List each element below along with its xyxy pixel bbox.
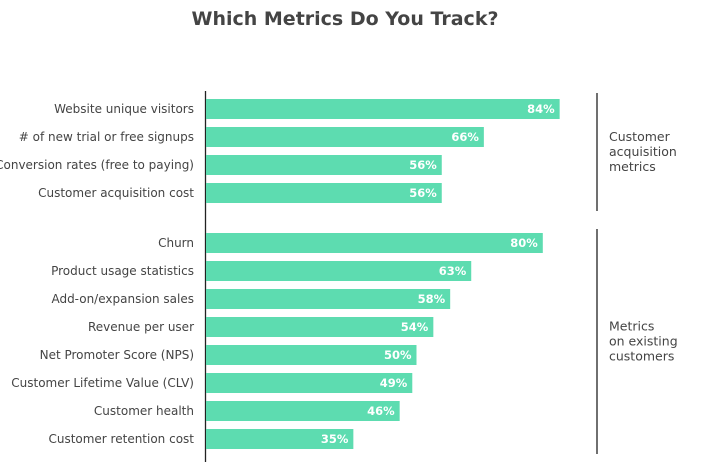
category-label: Customer acquisition cost: [38, 186, 194, 200]
group-label: metrics: [609, 159, 656, 174]
bar: [206, 289, 451, 309]
value-label: 84%: [527, 102, 555, 116]
value-label: 58%: [418, 292, 446, 306]
category-label: # of new trial or free signups: [19, 130, 194, 144]
category-label: Revenue per user: [88, 320, 194, 334]
value-label: 49%: [380, 376, 408, 390]
value-label: 80%: [510, 236, 538, 250]
category-label: Add-on/expansion sales: [51, 292, 194, 306]
plot-area: Website unique visitors 84% # of new trial…: [0, 93, 678, 454]
value-label: 54%: [401, 320, 429, 334]
bar: [206, 429, 354, 449]
category-label: Website unique visitors: [54, 102, 194, 116]
value-label: 56%: [409, 158, 437, 172]
value-label: 35%: [321, 432, 349, 446]
value-label: 66%: [451, 130, 479, 144]
group-label: Customer: [609, 129, 671, 144]
chart-title: Which Metrics Do You Track?: [192, 8, 499, 30]
group-label: customers: [609, 349, 674, 364]
bar: [206, 317, 434, 337]
bar: [206, 261, 472, 281]
value-label: 63%: [439, 264, 467, 278]
bar: [206, 183, 442, 203]
category-label: Conversion rates (free to paying): [0, 158, 194, 172]
category-label: Churn: [158, 236, 194, 250]
bar: [206, 127, 484, 147]
bar: [206, 155, 442, 175]
bar: [206, 99, 560, 119]
category-label: Customer health: [94, 404, 194, 418]
bar: [206, 233, 543, 253]
bar: [206, 373, 413, 393]
group-label: acquisition: [609, 144, 677, 159]
category-label: Product usage statistics: [51, 264, 194, 278]
group-label: Metrics: [609, 319, 654, 334]
value-label: 46%: [367, 404, 395, 418]
category-label: Customer retention cost: [48, 432, 194, 446]
bar: [206, 345, 417, 365]
category-label: Net Promoter Score (NPS): [40, 348, 194, 362]
group-label: on existing: [609, 334, 678, 349]
bar: [206, 401, 400, 421]
category-label: Customer Lifetime Value (CLV): [11, 376, 194, 390]
value-label: 50%: [384, 348, 412, 362]
value-label: 56%: [409, 186, 437, 200]
